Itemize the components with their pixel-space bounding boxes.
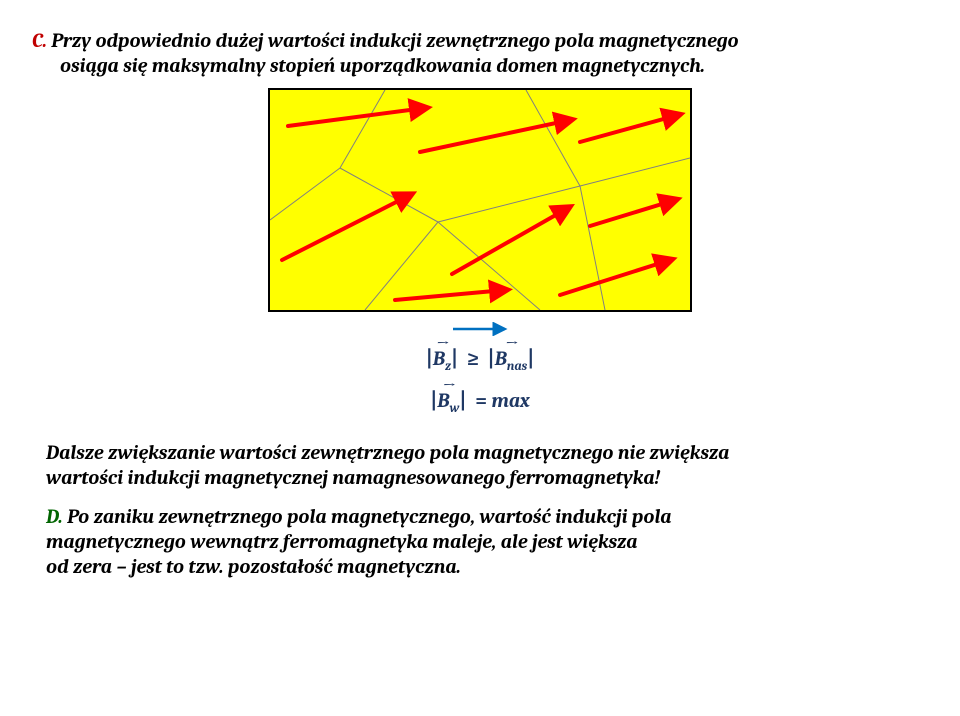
paragraph-c: C. Przy odpowiednio dużej wartości induk… [32,28,928,78]
paragraph-d: D. Po zaniku zewnętrznego pola magnetycz… [32,504,928,579]
mid-text-1: Dalsze zwiększanie wartości zewnętrznego… [46,441,729,464]
diagram-container [32,88,928,312]
d-text-2: magnetycznego wewnątrz ferromagnetyka ma… [46,530,638,553]
c-text-1: Przy odpowiednio dużej wartości indukcji… [47,29,739,52]
mid-text-2: wartości indukcji magnetycznej namagneso… [46,466,660,489]
domain-diagram [268,88,692,312]
equation-2: |→Bw| = max [430,380,530,422]
label-c: C. [32,29,47,52]
d-text-3: od zera – jest to tzw. pozostałość magne… [46,555,461,578]
c-text-2: osiąga się maksymalny stopień uporządkow… [32,54,705,77]
label-d: D. [46,505,63,528]
equation-block: |→Bz| ≥ |→Bnas| |→Bw| = max [32,322,928,422]
paragraph-mid: Dalsze zwiększanie wartości zewnętrznego… [32,440,928,490]
d-text-1: Po zaniku zewnętrznego pola magnetyczneg… [63,505,672,528]
